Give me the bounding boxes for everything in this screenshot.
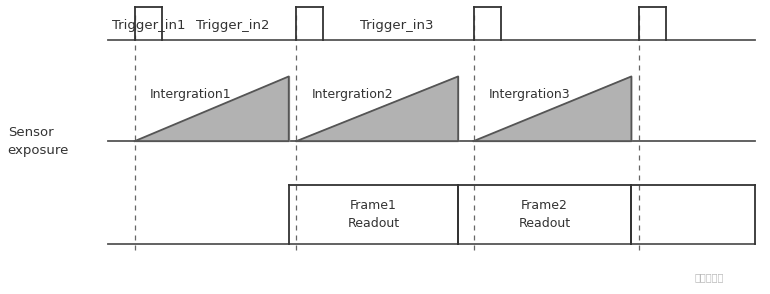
Text: Sensor
exposure: Sensor exposure [8,126,69,157]
Polygon shape [474,76,631,141]
Text: Trigger_in1: Trigger_in1 [112,19,185,32]
Text: Intergration1: Intergration1 [150,88,232,101]
Text: Trigger_in3: Trigger_in3 [360,19,434,32]
Text: 智智最前沿: 智智最前沿 [695,272,724,282]
Text: Frame1
Readout: Frame1 Readout [347,199,400,230]
Polygon shape [296,76,458,141]
Text: Intergration2: Intergration2 [312,88,393,101]
Text: Trigger_in2: Trigger_in2 [196,19,270,32]
Text: Frame2
Readout: Frame2 Readout [518,199,571,230]
Text: Intergration3: Intergration3 [489,88,571,101]
Polygon shape [135,76,289,141]
